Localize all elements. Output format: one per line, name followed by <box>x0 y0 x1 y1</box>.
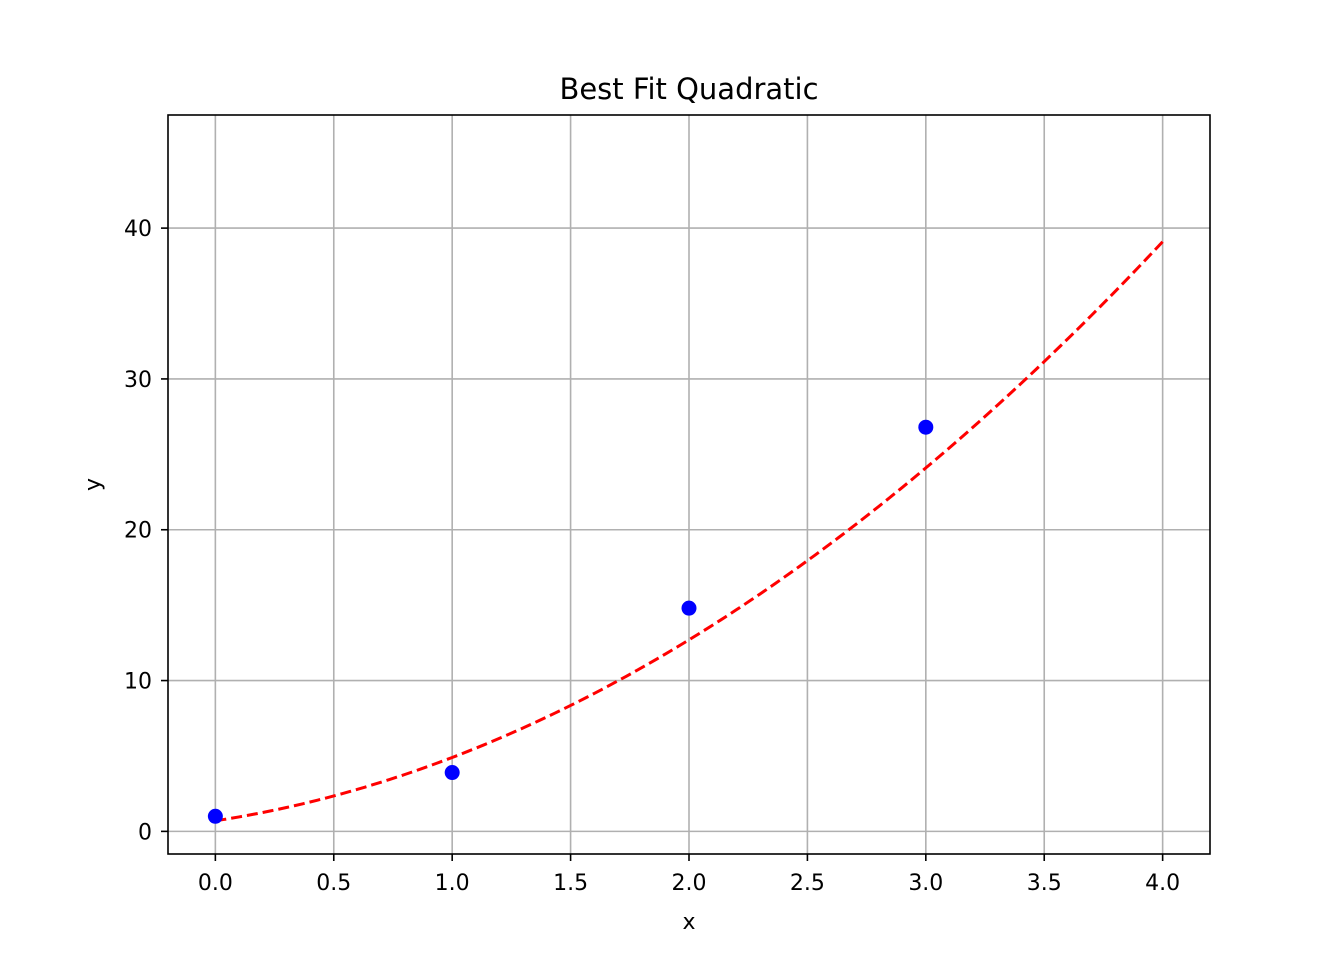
series-layer <box>207 240 1164 824</box>
x-tick-label: 0.5 <box>316 871 351 896</box>
y-tick-label: 30 <box>124 368 152 393</box>
x-tick-label: 2.0 <box>672 871 707 896</box>
x-tick-label: 1.0 <box>435 871 470 896</box>
data-point <box>444 765 460 781</box>
chart-title: Best Fit Quadratic <box>559 72 818 106</box>
x-tick-label: 4.0 <box>1145 871 1180 896</box>
grid-layer <box>168 115 1210 854</box>
y-tick-label: 10 <box>124 670 152 695</box>
x-tick-label: 3.0 <box>908 871 943 896</box>
x-axis-label: x <box>682 910 695 935</box>
data-point <box>681 600 697 616</box>
x-tick-label: 3.5 <box>1027 871 1062 896</box>
data-point <box>918 419 934 435</box>
x-tick-label: 0.0 <box>198 871 233 896</box>
ticks-layer: 0.0 0.5 1.0 1.5 2.0 2.5 3.0 3.5 4.0 0 10 20 30 40 <box>124 217 1180 896</box>
y-tick-label: 20 <box>124 519 152 544</box>
x-tick-label: 2.5 <box>790 871 825 896</box>
data-point <box>207 808 223 824</box>
fit-curve-line <box>215 240 1164 823</box>
y-tick-label: 40 <box>124 217 152 242</box>
x-tick-label: 1.5 <box>553 871 588 896</box>
y-tick-label: 0 <box>138 820 152 845</box>
y-axis-label: y <box>81 478 106 491</box>
